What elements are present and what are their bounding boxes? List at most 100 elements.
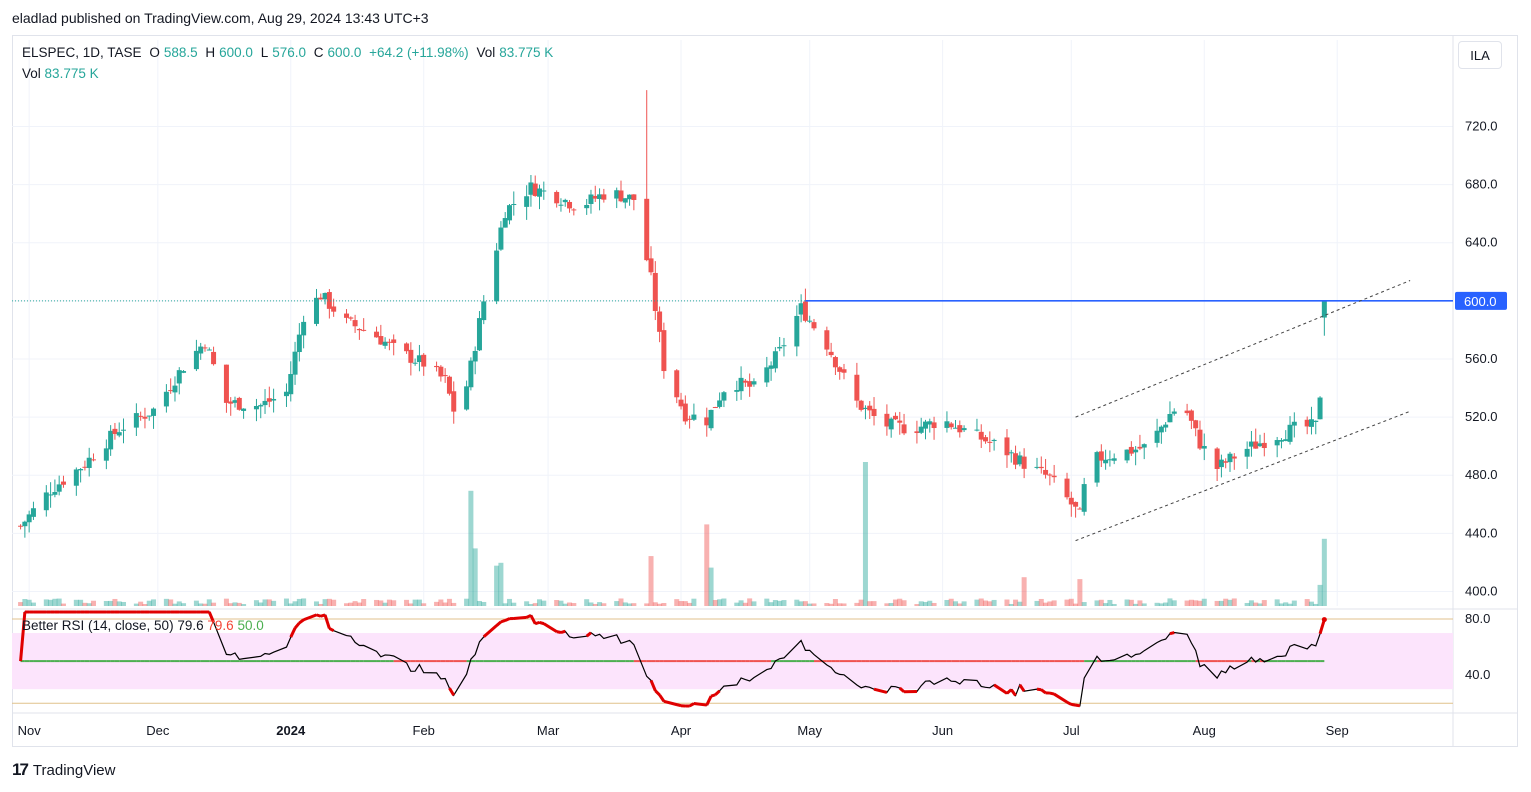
rsi-extreme-segment (1075, 703, 1081, 708)
rsi-extreme-segment (513, 615, 527, 620)
candle-body (897, 420, 903, 423)
volume-bar (26, 599, 32, 606)
volume-label[interactable]: Vol (22, 66, 41, 81)
candle-body (884, 413, 890, 427)
volume-bar (1248, 600, 1254, 606)
volume-bar (116, 601, 122, 606)
volume-bar (987, 601, 993, 606)
volume-bar (163, 598, 169, 606)
volume-bar (494, 565, 500, 606)
volume-bar (897, 598, 903, 606)
volume-bar (416, 599, 422, 606)
rsi-extreme-segment (1036, 687, 1042, 692)
volume-bar (571, 603, 577, 606)
volume-bar (258, 602, 264, 606)
candle-body (416, 355, 422, 363)
candle-body (1313, 420, 1319, 422)
volume-bar (1017, 601, 1023, 606)
candle-body (991, 439, 997, 442)
candle-body (108, 430, 114, 450)
chart-frame[interactable] (12, 35, 1518, 747)
rsi-extreme-segment (873, 687, 888, 694)
volume-bar (1184, 600, 1190, 606)
candle-body (1163, 424, 1169, 428)
candle-body (1193, 420, 1199, 429)
candle-body (1201, 446, 1207, 449)
candle-body (1098, 451, 1104, 461)
candle-body (1227, 453, 1233, 463)
candle-body (476, 318, 482, 351)
rsi-extreme-segment (1071, 702, 1076, 707)
rsi-extreme-segment (504, 617, 511, 622)
volume-bar (862, 462, 868, 606)
volume-bar (858, 599, 864, 606)
channel-lower-line (1075, 410, 1411, 542)
volume-bar (747, 598, 753, 606)
volume-bar (228, 603, 234, 606)
volume-bar (211, 602, 217, 606)
volume-bar (253, 600, 259, 606)
candle-body (1274, 440, 1280, 446)
candle-body (1197, 429, 1203, 449)
candle-body (558, 204, 564, 206)
volume-bar (918, 601, 924, 606)
candle-body (412, 362, 418, 364)
candle-body (931, 422, 937, 429)
candle-body (742, 380, 748, 383)
candle-body (262, 400, 268, 406)
rsi-extreme-segment (298, 618, 305, 625)
volume-bar (206, 599, 212, 606)
volume-bar (931, 602, 937, 606)
volume-bar (271, 600, 277, 606)
rsi-extreme-segment (534, 620, 540, 626)
rsi-tick-label: 80.0 (1465, 611, 1490, 626)
volume-bar (408, 603, 414, 606)
candle-body (751, 381, 757, 385)
volume-bar (421, 603, 427, 606)
candle-body (116, 432, 122, 436)
rsi-name[interactable]: Better RSI (14, close, 50) (22, 618, 174, 633)
rsi-value-red: 79.6 (207, 618, 234, 633)
volume-bar (331, 599, 337, 606)
currency-button[interactable]: ILA (1458, 41, 1502, 69)
candle-body (901, 424, 907, 434)
volume-bar (558, 600, 564, 606)
volume-bar (476, 600, 482, 606)
low-label: L (260, 45, 269, 60)
candle-body (781, 345, 787, 347)
rsi-legend: Better RSI (14, close, 50) 79.6 79.6 50.… (22, 618, 264, 633)
candle-body (1073, 501, 1079, 507)
volume-bar (412, 599, 418, 606)
last-price-label: 600.0 (1464, 294, 1497, 309)
candle-body (1068, 497, 1074, 505)
candle-body (408, 349, 414, 363)
candle-body (1133, 449, 1139, 453)
rsi-extreme-segment (495, 620, 502, 627)
volume-bar (404, 599, 410, 606)
candle-body (524, 196, 530, 207)
volume-bar (867, 601, 873, 606)
candle-body (571, 209, 577, 211)
rsi-extreme-segment (303, 613, 318, 622)
candle-body (657, 311, 663, 332)
volume-bar (288, 603, 294, 606)
volume-bar (168, 599, 174, 606)
candle-body (313, 297, 319, 324)
rsi-extreme-segment (1018, 683, 1026, 693)
candle-body (1081, 484, 1087, 512)
symbol-label[interactable]: ELSPEC, 1D, TASE (22, 45, 142, 60)
tradingview-brand[interactable]: 17 TradingView (12, 760, 115, 780)
volume-bar (138, 601, 144, 606)
volume-bar (1171, 600, 1177, 606)
volume-bar (442, 602, 448, 606)
candle-body (60, 481, 66, 485)
volume-bar (622, 602, 628, 606)
candle-body (597, 194, 603, 200)
candle-body (1013, 453, 1019, 465)
volume-bar (1197, 600, 1203, 606)
rsi-extreme-segment (556, 630, 562, 634)
candle-body (764, 367, 770, 383)
rsi-value: 79.6 (177, 618, 204, 633)
volume-bar (824, 603, 830, 606)
